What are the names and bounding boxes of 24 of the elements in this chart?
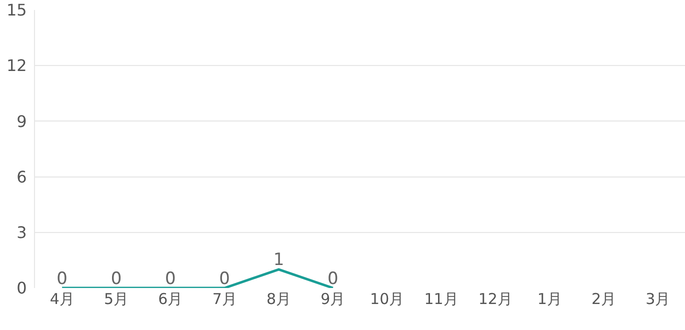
data-label: 0: [219, 268, 230, 289]
x-tick-label: 3月: [646, 290, 670, 308]
data-label: 0: [110, 268, 122, 289]
y-tick-label: 0: [16, 278, 27, 298]
x-tick-label: 2月: [591, 290, 616, 308]
x-tick-label: 4月: [50, 290, 74, 308]
x-tick-label: 6月: [158, 290, 183, 308]
data-label: 1: [273, 250, 284, 270]
x-tick-label: 1月: [537, 290, 562, 308]
x-tick-label: 11月: [424, 290, 458, 308]
y-tick-label: 9: [16, 112, 27, 131]
y-tick-label: 15: [6, 0, 27, 20]
data-label: 0: [328, 268, 338, 289]
y-tick-label: 3: [16, 223, 27, 242]
y-tick-label: 6: [16, 167, 27, 186]
x-tick-label: 9月: [320, 290, 346, 308]
x-tick-label: 5月: [104, 290, 129, 308]
x-tick-label: 7月: [212, 290, 237, 308]
data-label: 0: [56, 268, 68, 289]
y-tick-label: 12: [6, 56, 27, 76]
x-tick-label: 12月: [478, 290, 512, 308]
data-label: 0: [165, 268, 176, 289]
x-tick-label: 10月: [370, 290, 404, 308]
x-tick-label: 8月: [266, 290, 292, 308]
